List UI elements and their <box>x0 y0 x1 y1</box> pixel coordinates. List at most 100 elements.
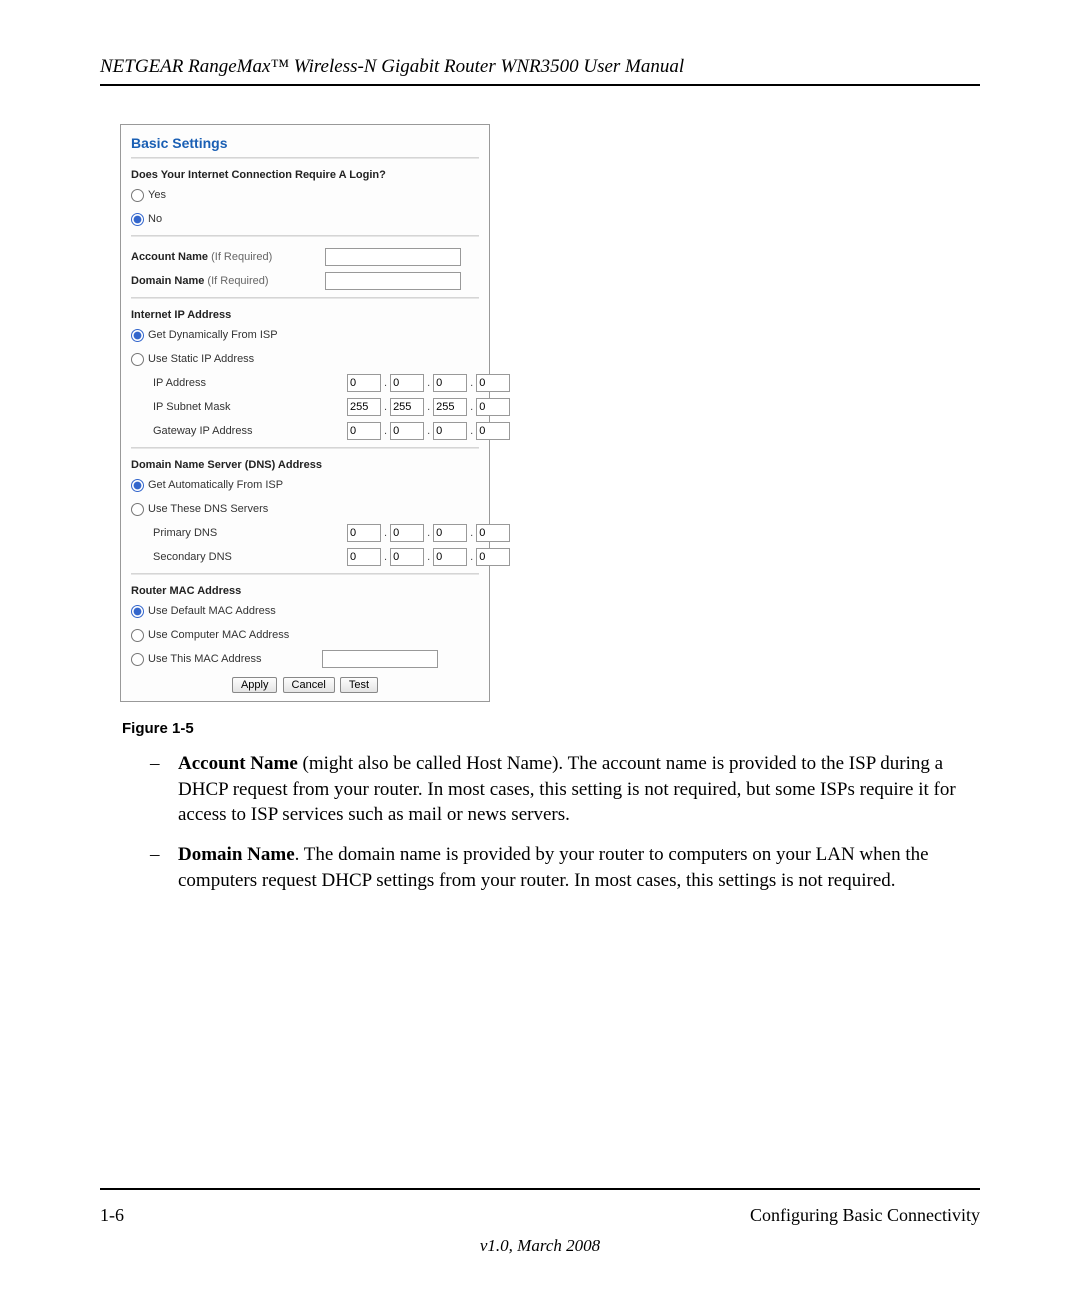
ip-addr-4[interactable] <box>476 374 510 392</box>
button-bar: Apply Cancel Test <box>131 677 479 693</box>
header-rule <box>100 84 980 86</box>
mac-default-row[interactable]: Use Default MAC Address <box>131 601 479 621</box>
apply-button[interactable]: Apply <box>232 677 278 693</box>
ip-static-label: Use Static IP Address <box>148 353 254 365</box>
section-separator <box>131 573 479 575</box>
test-button[interactable]: Test <box>340 677 378 693</box>
dns-auto-radio[interactable] <box>131 479 144 492</box>
ip-section-title: Internet IP Address <box>131 309 479 321</box>
subnet-4[interactable] <box>476 398 510 416</box>
ip-dyn-radio[interactable] <box>131 329 144 342</box>
ip-addr-2[interactable] <box>390 374 424 392</box>
login-no-label: No <box>148 213 162 225</box>
mac-default-radio[interactable] <box>131 605 144 618</box>
bullet-term: Domain Name <box>178 844 295 865</box>
mac-this-input[interactable] <box>322 650 438 668</box>
subnet-1[interactable] <box>347 398 381 416</box>
domain-name-label: Domain Name <box>131 275 204 287</box>
page: NETGEAR RangeMax™ Wireless-N Gigabit Rou… <box>0 0 1080 1296</box>
pdns-1[interactable] <box>347 524 381 542</box>
footer-page-number: 1-6 <box>100 1205 124 1226</box>
bullet-domain-name: Domain Name. The domain name is provided… <box>150 842 980 893</box>
mac-this-row: Use This MAC Address <box>131 649 479 669</box>
panel-title: Basic Settings <box>131 135 479 151</box>
dns-auto-label: Get Automatically From ISP <box>148 479 283 491</box>
subnet-3[interactable] <box>433 398 467 416</box>
ip-addr-1[interactable] <box>347 374 381 392</box>
account-name-input[interactable] <box>325 248 461 266</box>
ip-address-fields: . . . <box>347 374 510 392</box>
dns-auto-row[interactable]: Get Automatically From ISP <box>131 475 479 495</box>
ip-static-radio[interactable] <box>131 353 144 366</box>
gw-4[interactable] <box>476 422 510 440</box>
login-yes-row[interactable]: Yes <box>131 185 479 205</box>
mac-this-radio[interactable] <box>131 653 144 666</box>
dns-section-title: Domain Name Server (DNS) Address <box>131 459 479 471</box>
ip-static-row[interactable]: Use Static IP Address <box>131 349 479 369</box>
section-separator <box>131 157 479 159</box>
doc-header: NETGEAR RangeMax™ Wireless-N Gigabit Rou… <box>100 56 980 78</box>
account-name-hint: (If Required) <box>211 251 272 263</box>
dns-use-radio[interactable] <box>131 503 144 516</box>
ip-address-row: IP Address . . . <box>131 373 479 393</box>
cancel-button[interactable]: Cancel <box>283 677 335 693</box>
mac-section-title: Router MAC Address <box>131 585 479 597</box>
primary-dns-fields: . . . <box>347 524 510 542</box>
subnet-label: IP Subnet Mask <box>131 401 347 413</box>
gw-1[interactable] <box>347 422 381 440</box>
section-separator <box>131 297 479 299</box>
subnet-row: IP Subnet Mask . . . <box>131 397 479 417</box>
domain-name-row: Domain Name (If Required) <box>131 271 479 291</box>
login-no-row[interactable]: No <box>131 209 479 229</box>
footer-version: v1.0, March 2008 <box>0 1236 1080 1256</box>
login-yes-radio[interactable] <box>131 189 144 202</box>
gw-3[interactable] <box>433 422 467 440</box>
login-yes-label: Yes <box>148 189 166 201</box>
ip-dyn-row[interactable]: Get Dynamically From ISP <box>131 325 479 345</box>
pdns-3[interactable] <box>433 524 467 542</box>
account-name-row: Account Name (If Required) <box>131 247 479 267</box>
gateway-label: Gateway IP Address <box>131 425 347 437</box>
screenshot-wrap: Basic Settings Does Your Internet Connec… <box>120 124 980 702</box>
primary-dns-row: Primary DNS . . . <box>131 523 479 543</box>
sdns-2[interactable] <box>390 548 424 566</box>
secondary-dns-fields: . . . <box>347 548 510 566</box>
section-separator <box>131 447 479 449</box>
mac-computer-row[interactable]: Use Computer MAC Address <box>131 625 479 645</box>
ip-address-label: IP Address <box>131 377 347 389</box>
subnet-fields: . . . <box>347 398 510 416</box>
mac-default-label: Use Default MAC Address <box>148 605 276 617</box>
secondary-dns-label: Secondary DNS <box>131 551 347 563</box>
domain-name-input[interactable] <box>325 272 461 290</box>
dns-use-row[interactable]: Use These DNS Servers <box>131 499 479 519</box>
ip-addr-3[interactable] <box>433 374 467 392</box>
login-no-radio[interactable] <box>131 213 144 226</box>
domain-name-hint: (If Required) <box>207 275 268 287</box>
mac-computer-radio[interactable] <box>131 629 144 642</box>
gateway-row: Gateway IP Address . . . <box>131 421 479 441</box>
footer-rule <box>100 1188 980 1190</box>
sdns-4[interactable] <box>476 548 510 566</box>
mac-this-label: Use This MAC Address <box>148 653 322 665</box>
bullet-term: Account Name <box>178 753 298 774</box>
footer-chapter: Configuring Basic Connectivity <box>750 1205 980 1226</box>
bullet-list: Account Name (might also be called Host … <box>150 751 980 893</box>
pdns-2[interactable] <box>390 524 424 542</box>
gateway-fields: . . . <box>347 422 510 440</box>
account-name-label: Account Name <box>131 251 208 263</box>
ip-dyn-label: Get Dynamically From ISP <box>148 329 278 341</box>
sdns-1[interactable] <box>347 548 381 566</box>
basic-settings-panel: Basic Settings Does Your Internet Connec… <box>120 124 490 702</box>
mac-computer-label: Use Computer MAC Address <box>148 629 289 641</box>
pdns-4[interactable] <box>476 524 510 542</box>
sdns-3[interactable] <box>433 548 467 566</box>
gw-2[interactable] <box>390 422 424 440</box>
dns-use-label: Use These DNS Servers <box>148 503 268 515</box>
section-separator <box>131 235 479 237</box>
subnet-2[interactable] <box>390 398 424 416</box>
primary-dns-label: Primary DNS <box>131 527 347 539</box>
secondary-dns-row: Secondary DNS . . . <box>131 547 479 567</box>
footer-row: 1-6 Configuring Basic Connectivity <box>100 1205 980 1226</box>
figure-caption: Figure 1-5 <box>122 720 980 737</box>
login-question: Does Your Internet Connection Require A … <box>131 169 479 181</box>
